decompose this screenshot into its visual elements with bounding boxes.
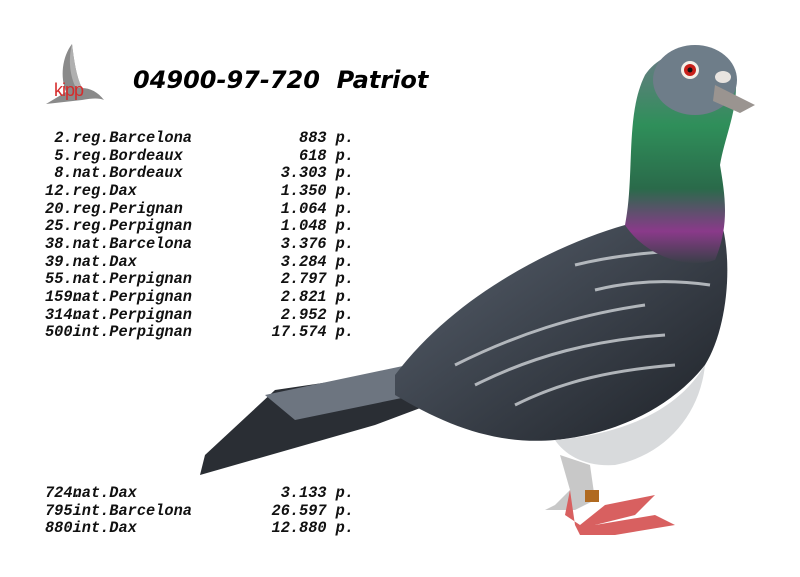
result-points: 883 xyxy=(299,129,327,147)
result-unit: p. xyxy=(335,484,354,502)
result-row: 880. int.Dax 12.880 p. xyxy=(45,520,354,538)
result-unit: p. xyxy=(335,305,354,324)
result-unit: p. xyxy=(335,252,354,271)
result-unit: p. xyxy=(335,181,354,200)
result-points: 1.064 xyxy=(280,199,327,218)
result-race: nat.Perpignan xyxy=(72,287,192,306)
result-race: reg.Perignan xyxy=(72,199,183,218)
result-points: 2.797 xyxy=(280,270,327,289)
result-rank: 159. xyxy=(45,287,82,306)
result-rank: 5. xyxy=(54,146,73,165)
result-row: 38. nat.Barcelona 3.376 p. xyxy=(45,234,354,254)
result-row: 25. reg.Perpignan 1.048 p. xyxy=(45,218,354,236)
result-rank: 8. xyxy=(54,164,73,183)
pigeon-logo-icon xyxy=(46,44,104,104)
result-rank: 500. xyxy=(45,323,82,342)
result-race: reg.Barcelona xyxy=(72,129,192,147)
result-row: 2. reg.Barcelona 883 p. xyxy=(45,129,354,148)
result-race: int.Dax xyxy=(72,519,137,538)
result-race: nat.Dax xyxy=(72,484,137,502)
result-unit: p. xyxy=(335,146,354,165)
result-race: reg.Perpignan xyxy=(72,217,192,236)
result-race: nat.Bordeaux xyxy=(72,164,183,183)
result-unit: p. xyxy=(335,519,354,538)
result-points: 2.952 xyxy=(280,305,327,324)
result-race: reg.Dax xyxy=(72,181,137,200)
result-row: 5. reg.Bordeaux 618 p. xyxy=(45,146,354,166)
result-points: 2.821 xyxy=(280,287,327,306)
result-unit: p. xyxy=(335,129,354,147)
result-row: 314. nat.Perpignan 2.952 p. xyxy=(45,305,354,325)
results-list-bottom: 724. nat.Dax 3.133 p. 795. int.Barcelona 26.59… xyxy=(45,484,354,538)
result-race: reg.Bordeaux xyxy=(72,146,183,165)
result-points: 3.303 xyxy=(280,164,327,183)
result-row: 795. int.Barcelona 26.597 p. xyxy=(45,501,354,521)
result-points: 3.376 xyxy=(280,234,327,253)
result-unit: p. xyxy=(335,164,354,183)
result-race: nat.Barcelona xyxy=(72,234,192,253)
result-rank: 38. xyxy=(45,234,73,253)
result-row: 55. nat.Perpignan 2.797 p. xyxy=(45,271,354,289)
logo-text: kipp xyxy=(54,80,84,100)
result-rank: 2. xyxy=(54,129,73,147)
result-unit: p. xyxy=(335,287,354,306)
result-race: nat.Perpignan xyxy=(72,305,192,324)
result-points: 3.284 xyxy=(280,252,327,271)
result-row: 39. nat.Dax 3.284 p. xyxy=(45,252,354,272)
result-row: 8. nat.Bordeaux 3.303 p. xyxy=(45,165,354,183)
leg-ring xyxy=(585,490,599,502)
result-points: 1.048 xyxy=(280,217,327,236)
result-rank: 20. xyxy=(45,199,73,218)
result-row: 12. reg.Dax 1.350 p. xyxy=(45,181,354,201)
result-row: 500. int.Perpignan 17.574 p. xyxy=(45,324,354,342)
result-race: nat.Perpignan xyxy=(72,270,192,289)
result-unit: p. xyxy=(335,234,354,253)
result-points: 17.574 xyxy=(271,323,327,342)
result-rank: 314. xyxy=(45,305,82,324)
result-rank: 12. xyxy=(45,181,73,200)
result-rank: 795. xyxy=(45,501,82,520)
result-rank: 39. xyxy=(45,252,73,271)
result-points: 1.350 xyxy=(280,181,327,200)
pigeon-photo xyxy=(200,45,755,535)
result-rank: 880. xyxy=(45,519,82,538)
result-row: 159. nat.Perpignan 2.821 p. xyxy=(45,287,354,307)
result-unit: p. xyxy=(335,323,354,342)
result-unit: p. xyxy=(335,501,354,520)
result-rank: 724. xyxy=(45,484,82,502)
result-race: int.Perpignan xyxy=(72,323,192,342)
result-rank: 25. xyxy=(45,217,73,236)
result-points: 26.597 xyxy=(271,501,327,520)
result-points: 12.880 xyxy=(271,519,327,538)
result-race: int.Barcelona xyxy=(72,501,192,520)
result-unit: p. xyxy=(335,199,354,218)
pigeon-title: 04900-97-720 Patriot xyxy=(133,66,429,94)
result-unit: p. xyxy=(335,217,354,236)
result-row: 20. reg.Perignan 1.064 p. xyxy=(45,199,354,219)
result-points: 618 xyxy=(299,146,327,165)
result-row: 724. nat.Dax 3.133 p. xyxy=(45,484,354,503)
result-race: nat.Dax xyxy=(72,252,137,271)
result-points: 3.133 xyxy=(280,484,327,502)
results-list-top: 2. reg.Barcelona 883 p. 5. reg.Bordeaux 618 p. 8… xyxy=(45,129,354,342)
result-unit: p. xyxy=(335,270,354,289)
result-rank: 55. xyxy=(45,270,73,289)
